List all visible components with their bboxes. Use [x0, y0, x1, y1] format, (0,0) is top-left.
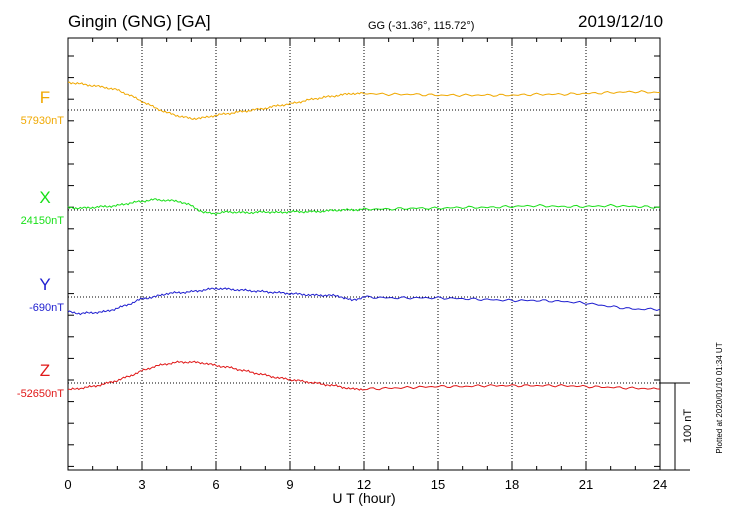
series-baseline-f: 57930nT [21, 115, 65, 127]
series-name-x: X [39, 188, 50, 207]
series-name-f: F [40, 88, 50, 107]
x-tick-label: 18 [505, 477, 519, 492]
x-axis-label: U T (hour) [332, 490, 395, 506]
series-baseline-x: 24150nT [21, 215, 65, 227]
x-tick-label: 24 [653, 477, 667, 492]
series-name-y: Y [39, 275, 50, 294]
x-tick-labels: 0 3 6 9 12 15 18 21 24 [64, 477, 667, 492]
x-tick-label: 12 [357, 477, 371, 492]
x-tick-label: 0 [64, 477, 71, 492]
scale-bar-label: 100 nT [682, 409, 694, 444]
station-coords: GG (-31.36°, 115.72°) [368, 20, 474, 32]
x-tick-label: 21 [579, 477, 593, 492]
series-line-f [67, 81, 661, 121]
station-title: Gingin (GNG) [GA] [68, 12, 211, 31]
series-name-z: Z [40, 361, 50, 380]
series-lines [67, 81, 661, 391]
series-labels: F 57930nT X 24150nT Y -690nT Z -52650nT [17, 88, 64, 400]
grid [68, 38, 660, 470]
x-tick-label: 15 [431, 477, 445, 492]
series-baseline-y: -690nT [29, 302, 64, 314]
x-tick-label: 3 [138, 477, 145, 492]
chart-date: 2019/12/10 [578, 12, 663, 31]
series-line-z [67, 360, 661, 391]
series-line-x [67, 198, 661, 216]
plotted-note: Plotted at 2020/01/10 01:34 UT [715, 342, 724, 453]
series-baseline-z: -52650nT [17, 388, 64, 400]
x-tick-label: 9 [286, 477, 293, 492]
x-tick-label: 6 [212, 477, 219, 492]
series-line-y [67, 287, 661, 316]
axis-ticks [67, 38, 661, 470]
